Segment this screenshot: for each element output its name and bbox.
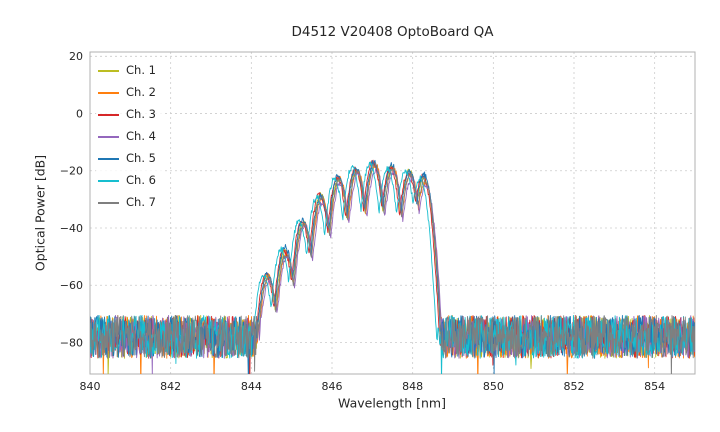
- x-tick-label: 842: [160, 380, 181, 393]
- legend-line-swatch: [98, 136, 119, 138]
- legend-label: Ch. 3: [126, 107, 156, 122]
- chart-title: D4512 V20408 OptoBoard QA: [291, 24, 494, 40]
- plot-border: [89, 51, 696, 375]
- y-tick-label: −20: [60, 165, 83, 178]
- x-tick-label: 850: [483, 380, 504, 393]
- legend-entry-7: Ch. 7: [98, 192, 156, 214]
- legend-line-swatch: [98, 158, 119, 160]
- legend-label: Ch. 7: [126, 195, 156, 210]
- series-line-ch-7: [90, 162, 695, 374]
- legend-label: Ch. 5: [126, 151, 156, 166]
- x-tick-label: 844: [241, 380, 262, 393]
- legend-line-swatch: [98, 92, 119, 94]
- legend-line-swatch: [98, 202, 119, 204]
- legend-line-swatch: [98, 180, 119, 182]
- y-tick-label: −80: [60, 336, 83, 349]
- x-tick-label: 852: [564, 380, 585, 393]
- legend-label: Ch. 1: [126, 63, 156, 78]
- legend-label: Ch. 2: [126, 85, 156, 100]
- y-tick-label: −40: [60, 222, 83, 235]
- legend-label: Ch. 6: [126, 173, 156, 188]
- legend-entry-6: Ch. 6: [98, 170, 156, 192]
- legend-entry-4: Ch. 4: [98, 126, 156, 148]
- legend-line-swatch: [98, 114, 119, 116]
- y-tick-label: 20: [69, 50, 83, 63]
- y-tick-label: −60: [60, 279, 83, 292]
- legend-entry-2: Ch. 2: [98, 82, 156, 104]
- x-axis-label: Wavelength [nm]: [338, 395, 446, 411]
- x-tick-label: 846: [322, 380, 343, 393]
- y-tick-label: 0: [76, 107, 83, 120]
- x-tick-label: 848: [402, 380, 423, 393]
- legend-entry-5: Ch. 5: [98, 148, 156, 170]
- legend-entry-1: Ch. 1: [98, 60, 156, 82]
- x-tick-label: 854: [644, 380, 665, 393]
- legend-label: Ch. 4: [126, 129, 156, 144]
- legend-entry-3: Ch. 3: [98, 104, 156, 126]
- legend-line-swatch: [98, 70, 119, 72]
- legend: Ch. 1 Ch. 2 Ch. 3 Ch. 4 Ch. 5 Ch. 6 Ch. 7: [96, 58, 164, 216]
- x-tick-label: 840: [80, 380, 101, 393]
- series-line-ch-6: [90, 161, 695, 374]
- y-axis-label: Optical Power [dB]: [32, 154, 48, 272]
